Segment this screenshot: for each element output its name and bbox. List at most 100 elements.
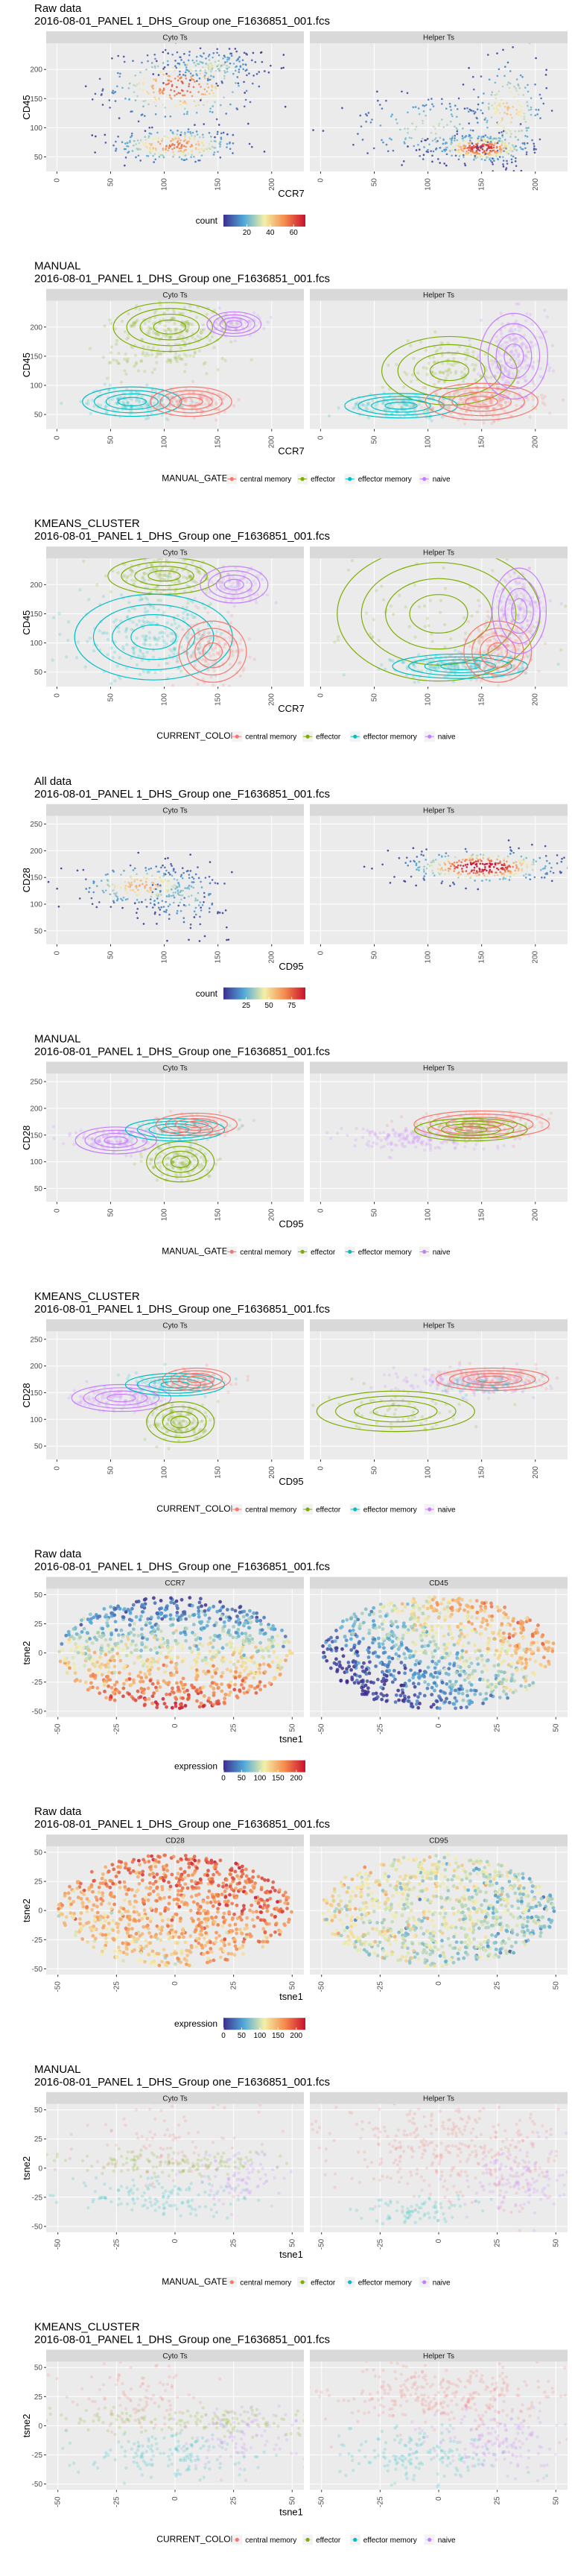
data-point bbox=[232, 594, 236, 598]
data-point bbox=[507, 598, 512, 602]
facet-strip bbox=[310, 288, 568, 301]
data-point bbox=[514, 357, 518, 361]
data-point bbox=[510, 158, 513, 161]
data-point bbox=[213, 151, 216, 154]
data-point bbox=[246, 74, 248, 77]
data-point bbox=[174, 60, 177, 62]
data-point bbox=[164, 48, 167, 51]
data-point bbox=[524, 642, 528, 645]
data-point bbox=[219, 145, 221, 148]
data-point bbox=[166, 334, 170, 338]
data-point bbox=[147, 636, 152, 640]
data-point bbox=[165, 621, 169, 625]
data-point bbox=[442, 138, 445, 140]
data-point bbox=[451, 135, 454, 138]
data-point bbox=[196, 682, 200, 686]
data-point bbox=[170, 89, 172, 92]
data-point bbox=[463, 107, 466, 110]
data-point bbox=[195, 143, 197, 145]
data-point bbox=[142, 578, 147, 582]
data-point bbox=[475, 647, 479, 651]
data-point bbox=[543, 642, 547, 645]
data-point bbox=[219, 394, 223, 398]
data-point bbox=[427, 151, 429, 154]
data-point bbox=[78, 897, 81, 900]
data-point bbox=[184, 575, 188, 580]
data-point bbox=[366, 407, 369, 411]
data-point bbox=[514, 130, 517, 133]
data-point bbox=[421, 850, 423, 853]
data-point bbox=[201, 633, 205, 637]
data-point bbox=[499, 862, 501, 865]
data-point bbox=[502, 102, 505, 105]
data-point bbox=[543, 309, 547, 312]
data-point bbox=[458, 397, 462, 401]
data-point bbox=[153, 101, 156, 104]
data-point bbox=[515, 372, 519, 376]
data-point bbox=[521, 586, 525, 590]
data-point bbox=[175, 359, 179, 364]
data-point bbox=[474, 173, 476, 175]
data-point bbox=[214, 87, 217, 89]
data-point bbox=[399, 128, 401, 131]
facet-label: Helper Ts bbox=[423, 34, 454, 42]
density-contour bbox=[213, 314, 255, 334]
data-point bbox=[120, 897, 122, 900]
data-point bbox=[176, 879, 179, 881]
data-point bbox=[490, 145, 492, 148]
data-point bbox=[541, 605, 546, 610]
data-point bbox=[518, 847, 520, 850]
data-point bbox=[476, 401, 480, 405]
data-point bbox=[484, 658, 489, 662]
data-point bbox=[193, 916, 196, 918]
data-point bbox=[136, 893, 139, 895]
data-point bbox=[471, 142, 474, 145]
data-point bbox=[132, 648, 136, 651]
tick-label-y: 150 bbox=[30, 874, 42, 883]
data-point bbox=[502, 160, 505, 162]
data-point bbox=[463, 422, 467, 426]
data-point bbox=[101, 356, 106, 359]
data-point bbox=[474, 378, 477, 382]
data-point bbox=[520, 625, 524, 629]
data-point bbox=[466, 107, 468, 110]
data-point bbox=[218, 912, 221, 914]
data-point bbox=[517, 616, 521, 620]
data-point bbox=[465, 887, 467, 890]
data-point bbox=[378, 104, 381, 106]
data-point bbox=[57, 612, 61, 616]
data-point bbox=[512, 362, 516, 366]
data-point bbox=[505, 145, 508, 148]
data-point bbox=[223, 410, 226, 414]
data-point bbox=[425, 114, 427, 117]
data-point bbox=[205, 397, 209, 401]
data-point bbox=[412, 663, 416, 667]
data-point bbox=[224, 72, 226, 74]
data-point bbox=[233, 585, 238, 589]
data-point bbox=[398, 593, 401, 598]
data-point bbox=[438, 370, 442, 374]
data-point bbox=[481, 880, 483, 882]
data-point bbox=[495, 645, 498, 650]
data-point bbox=[404, 402, 408, 407]
data-point bbox=[502, 397, 506, 402]
panel-background bbox=[46, 815, 304, 944]
data-point bbox=[486, 610, 489, 613]
data-point bbox=[212, 51, 215, 54]
data-point bbox=[174, 871, 177, 874]
data-point bbox=[185, 321, 189, 324]
data-point bbox=[518, 329, 521, 332]
data-point bbox=[482, 421, 486, 425]
data-point bbox=[502, 387, 506, 391]
data-point bbox=[488, 624, 492, 628]
data-point bbox=[525, 151, 528, 154]
data-point bbox=[538, 93, 541, 96]
x-axis-label: CCR7 bbox=[278, 188, 304, 199]
data-point bbox=[152, 154, 154, 157]
data-point bbox=[194, 873, 197, 876]
data-point bbox=[186, 321, 190, 326]
data-point bbox=[448, 370, 453, 375]
tick-label-x: 0 bbox=[53, 178, 61, 183]
data-point bbox=[509, 130, 512, 133]
data-point bbox=[209, 78, 212, 81]
